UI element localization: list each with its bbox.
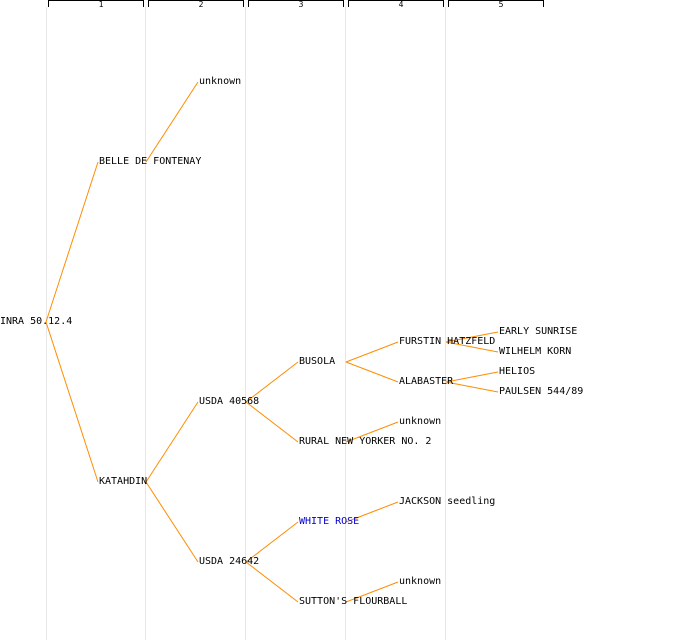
edge-whiterose-jackson — [345, 501, 399, 523]
node-wilhelm-korn[interactable]: WILHELM KORN — [499, 346, 572, 357]
edge-alabaster-helios — [445, 371, 499, 383]
generation-header-2 — [148, 0, 244, 7]
column-guide — [245, 7, 246, 640]
generation-number-3: 3 — [298, 0, 304, 9]
edge-usda24642-sutton — [245, 561, 299, 603]
edge-rural-unknown — [345, 421, 399, 443]
generation-header-4 — [348, 0, 444, 7]
node-busola[interactable]: BUSOLA — [299, 356, 336, 367]
edge-usda24642-whiterose — [245, 521, 299, 563]
edge-busola-furstin — [345, 341, 399, 363]
generation-number-2: 2 — [198, 0, 204, 9]
edge-busola-alabaster — [345, 361, 399, 383]
node-root[interactable]: INRA 50.12.4 — [0, 316, 73, 327]
edge-alabaster-paulsen — [445, 381, 499, 393]
node-usda-24642[interactable]: USDA 24642 — [199, 556, 260, 567]
edge-root-katahdin — [45, 321, 99, 483]
column-guide — [345, 7, 346, 640]
node-unknown[interactable]: unknown — [399, 416, 442, 427]
node-furstin-hatzfeld[interactable]: FURSTIN HATZFELD — [399, 336, 496, 347]
node-jackson-seedling[interactable]: JACKSON seedling — [399, 496, 496, 507]
generation-number-1: 1 — [98, 0, 104, 9]
edge-usda40568-rural — [245, 401, 299, 443]
edge-katahdin-usda24642 — [145, 481, 199, 563]
edge-sutton-unknown — [345, 581, 399, 603]
generation-number-4: 4 — [398, 0, 404, 9]
edge-katahdin-usda40568 — [145, 401, 199, 483]
node-unknown[interactable]: unknown — [199, 76, 242, 87]
column-guide — [445, 7, 446, 640]
node-katahdin[interactable]: KATAHDIN — [99, 476, 148, 487]
edge-belle-unknown — [145, 81, 199, 163]
column-guide — [145, 7, 146, 640]
node-white-rose[interactable]: WHITE ROSE — [299, 516, 360, 527]
edge-root-belle — [45, 161, 99, 323]
node-unknown[interactable]: unknown — [399, 576, 442, 587]
generation-header-3 — [248, 0, 344, 7]
node-helios[interactable]: HELIOS — [499, 366, 536, 377]
generation-number-5: 5 — [498, 0, 504, 9]
edge-furstin-wilhelm — [445, 341, 499, 353]
edge-usda40568-busola — [245, 361, 299, 403]
node-usda-40568[interactable]: USDA 40568 — [199, 396, 260, 407]
generation-header-1 — [48, 0, 144, 7]
node-belle-de-fontenay[interactable]: BELLE DE FONTENAY — [99, 156, 202, 167]
edge-furstin-early — [445, 331, 499, 343]
node-alabaster[interactable]: ALABASTER — [399, 376, 454, 387]
node-suttons-flourball[interactable]: SUTTON'S FLOURBALL — [299, 596, 408, 607]
node-paulsen[interactable]: PAULSEN 544/89 — [499, 386, 584, 397]
generation-header-5 — [448, 0, 544, 7]
node-early-sunrise[interactable]: EARLY SUNRISE — [499, 326, 578, 337]
node-rural-new-yorker[interactable]: RURAL NEW YORKER NO. 2 — [299, 436, 432, 447]
